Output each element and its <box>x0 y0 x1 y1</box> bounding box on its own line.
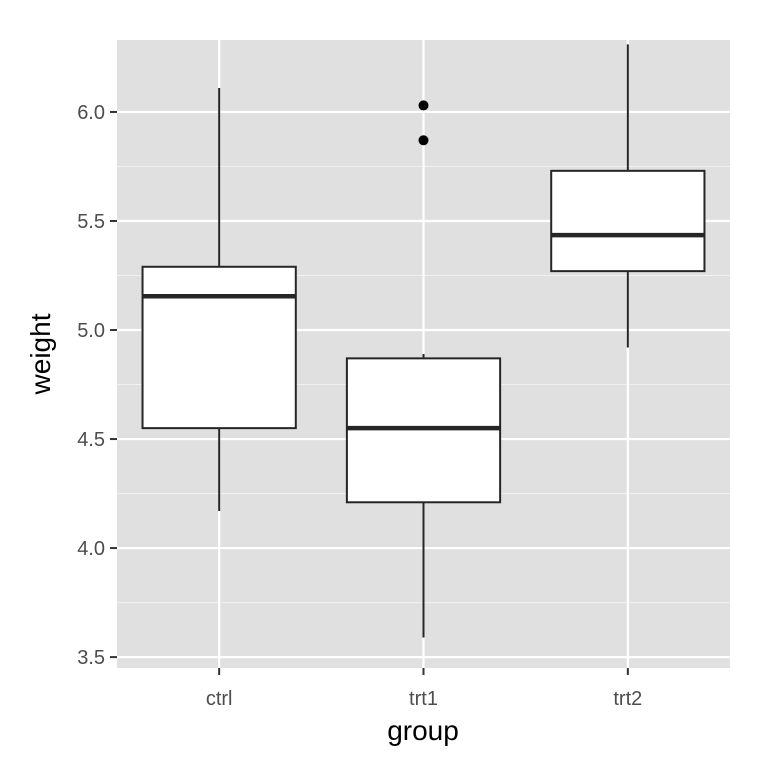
y-tick-label: 5.0 <box>77 320 105 342</box>
x-tick-label: trt1 <box>409 688 438 710</box>
box-ctrl <box>141 87 297 511</box>
x-tick-label: ctrl <box>206 688 233 710</box>
box-trt1 <box>345 100 502 638</box>
x-tick-label: trt2 <box>613 688 642 710</box>
outlier-point <box>418 135 429 146</box>
y-tick-label: 3.5 <box>77 647 105 669</box>
y-tick-label: 4.0 <box>77 538 105 560</box>
box-trt2 <box>550 44 706 348</box>
boxes <box>141 44 706 638</box>
y-tick-label: 5.5 <box>77 211 105 233</box>
x-axis-title: group <box>387 715 459 746</box>
box-iqr <box>550 169 706 273</box>
outlier-point <box>418 100 429 111</box>
y-axis-title: weight <box>25 313 56 395</box>
y-tick-label: 4.5 <box>77 429 105 451</box>
y-axis: 3.5 4.0 4.5 5.0 5.5 6.0 <box>77 102 117 669</box>
x-axis: ctrl trt1 trt2 <box>206 668 642 710</box>
y-tick-label: 6.0 <box>77 102 105 124</box>
box-iqr <box>141 265 297 430</box>
